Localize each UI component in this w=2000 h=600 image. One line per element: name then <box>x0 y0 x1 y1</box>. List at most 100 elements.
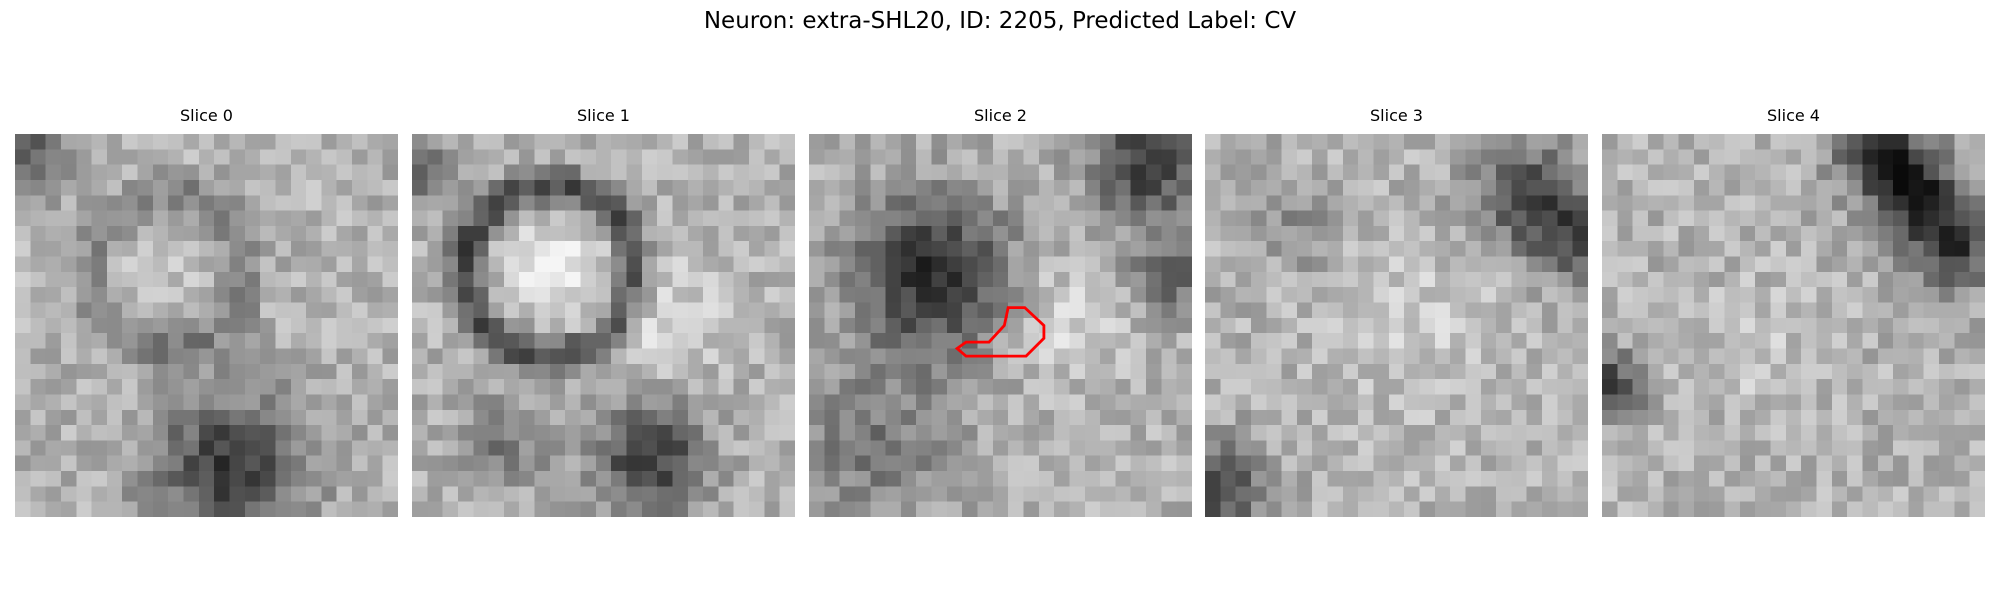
pixel <box>1327 164 1344 181</box>
pixel <box>641 317 658 334</box>
pixel <box>1100 409 1116 426</box>
pixel <box>1954 501 1970 517</box>
pixel <box>870 241 886 257</box>
pixel <box>1496 149 1512 165</box>
pixel <box>1632 501 1649 517</box>
pixel <box>106 179 123 196</box>
pixel <box>122 486 138 502</box>
pixel <box>76 149 92 165</box>
pixel <box>1008 333 1024 349</box>
pixel <box>1358 425 1374 441</box>
pixel <box>764 134 780 150</box>
pixel <box>1266 134 1282 150</box>
pixel <box>1388 271 1405 288</box>
pixel <box>1816 287 1833 303</box>
pixel <box>1054 348 1070 365</box>
pixel <box>1526 241 1543 257</box>
pixel <box>1602 179 1618 196</box>
pixel <box>1831 501 1848 517</box>
pixel <box>519 210 535 227</box>
pixel <box>1450 317 1466 334</box>
pixel <box>367 241 383 257</box>
pixel <box>946 471 963 487</box>
pixel <box>1100 225 1116 242</box>
pixel <box>549 195 566 211</box>
pixel <box>1008 149 1024 165</box>
pixel <box>1465 501 1482 517</box>
pixel <box>749 256 765 273</box>
pixel <box>977 394 994 411</box>
pixel <box>1755 333 1771 349</box>
pixel <box>977 425 994 441</box>
pixel <box>1663 455 1679 472</box>
pixel <box>595 471 612 487</box>
pixel <box>382 348 398 365</box>
pixel <box>1693 225 1710 242</box>
pixel <box>488 486 505 502</box>
pixel <box>580 394 597 411</box>
pixel <box>1572 287 1588 303</box>
pixel <box>367 134 383 150</box>
pixel <box>15 179 31 196</box>
pixel <box>1205 394 1221 411</box>
pixel <box>1404 317 1420 334</box>
pixel <box>488 409 505 426</box>
pixel <box>672 287 689 303</box>
pixel <box>580 210 597 227</box>
pixel <box>1923 425 1940 441</box>
pixel <box>1739 256 1756 273</box>
pixel <box>1069 195 1086 211</box>
pixel <box>1816 271 1833 288</box>
pixel <box>687 302 704 319</box>
pixel <box>367 501 383 517</box>
pixel <box>1038 210 1055 227</box>
pixel <box>839 425 856 441</box>
pixel <box>152 271 169 288</box>
pixel <box>1877 333 1894 349</box>
pixel <box>1038 471 1055 487</box>
pixel <box>1770 409 1787 426</box>
pixel <box>427 287 443 303</box>
pixel <box>641 348 658 365</box>
pixel <box>1709 348 1725 365</box>
pixel <box>1632 317 1649 334</box>
pixel <box>1923 241 1940 257</box>
pixel <box>367 379 383 395</box>
pixel <box>412 333 428 349</box>
pixel <box>900 471 917 487</box>
pixel <box>1602 164 1618 181</box>
pixel <box>672 379 689 395</box>
pixel <box>214 149 230 165</box>
pixel <box>885 287 902 303</box>
pixel <box>1388 486 1405 502</box>
pixel <box>672 271 689 288</box>
pixel <box>1220 271 1236 288</box>
pixel <box>152 348 169 365</box>
pixel <box>1739 440 1756 457</box>
pixel <box>1312 379 1328 395</box>
pixel <box>1281 225 1298 242</box>
pixel <box>1115 486 1132 502</box>
pixel <box>198 134 215 150</box>
pixel <box>412 134 428 150</box>
pixel <box>1250 271 1267 288</box>
pixel <box>611 486 627 502</box>
pixel <box>275 394 292 411</box>
pixel <box>1266 287 1282 303</box>
pixel <box>1785 455 1802 472</box>
pixel <box>931 394 948 411</box>
pixel <box>1146 210 1162 227</box>
pixel <box>1419 225 1436 242</box>
pixel <box>1678 302 1695 319</box>
pixel <box>1785 271 1802 288</box>
pixel <box>1647 379 1664 395</box>
pixel <box>1617 486 1633 502</box>
pixel <box>1450 363 1466 380</box>
pixel <box>824 302 840 319</box>
pixel <box>1542 348 1558 365</box>
pixel <box>1724 256 1741 273</box>
pixel <box>687 363 704 380</box>
pixel <box>1130 149 1147 165</box>
pixel <box>657 302 673 319</box>
pixel <box>321 302 338 319</box>
